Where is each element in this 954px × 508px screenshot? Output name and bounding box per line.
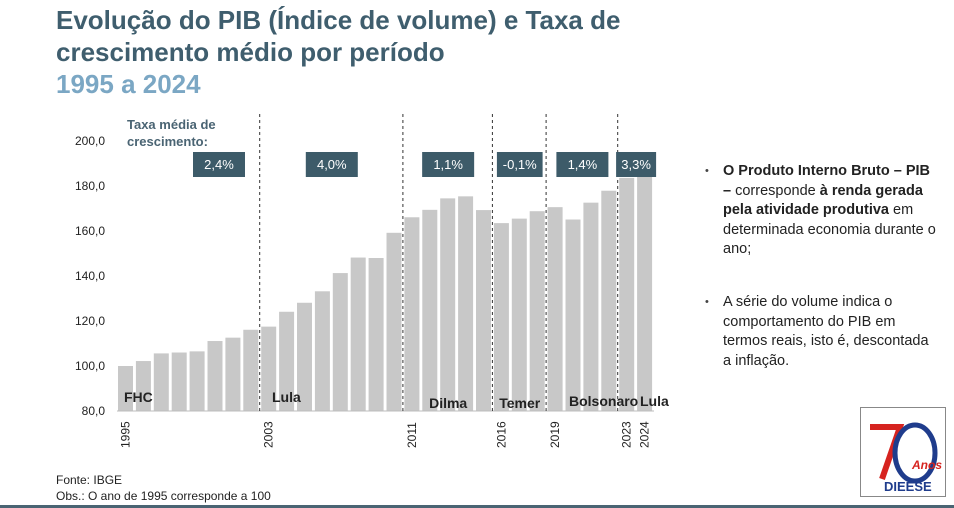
bar-2011 <box>404 217 420 411</box>
period-name: Lula <box>272 389 301 405</box>
rate-heading-line-1: Taxa média de <box>127 117 216 132</box>
bottom-rule <box>0 505 954 508</box>
rate-label: 2,4% <box>204 157 234 172</box>
bar-2015 <box>476 210 491 411</box>
bar-2007 <box>332 273 348 411</box>
bar-2021 <box>583 202 599 411</box>
bar-2009 <box>368 258 384 411</box>
bar-2018 <box>529 211 545 411</box>
chart-subtitle: 1995 a 2024 <box>56 69 201 99</box>
period-name: Bolsonaro <box>569 393 638 409</box>
bar-2016 <box>493 223 509 411</box>
bar-2010 <box>386 232 402 411</box>
y-tick-label: 100,0 <box>75 359 105 373</box>
bar-2003 <box>261 326 277 411</box>
x-tick-label: 1995 <box>119 421 133 448</box>
period-name: Dilma <box>429 395 467 411</box>
logo-zero-ring <box>892 422 938 484</box>
bar-1996 <box>135 361 151 411</box>
panel-item-2: • A série do volume indica o comportamen… <box>705 293 940 371</box>
x-tick-label: 2019 <box>548 421 562 448</box>
panel-item-2-text: A série do volume indica o comportamento… <box>723 294 929 369</box>
x-tick-label: 2016 <box>494 421 508 448</box>
x-tick-label: 2024 <box>638 421 652 448</box>
rate-box <box>496 152 543 177</box>
panel-item-1: • O Produto Interno Bruto – PIB – corres… <box>705 162 940 260</box>
y-tick-label: 160,0 <box>75 224 105 238</box>
bar-2001 <box>225 337 241 411</box>
bar-2000 <box>207 341 223 411</box>
rate-heading-line-2: crescimento: <box>127 134 208 149</box>
bar-1997 <box>153 353 169 411</box>
rate-box <box>305 152 358 177</box>
logo-seven-stroke <box>870 424 905 480</box>
title-line-2: crescimento médio por período <box>56 37 445 67</box>
logo-frame <box>860 407 946 497</box>
panel-item-1-bold-a: O Produto Interno Bruto – PIB – <box>723 163 931 199</box>
x-tick-label: 2011 <box>405 422 419 448</box>
bar-2017 <box>511 218 527 411</box>
y-tick-label: 140,0 <box>75 269 105 283</box>
bar-2002 <box>243 329 259 411</box>
y-tick-label: 120,0 <box>75 314 105 328</box>
rate-box <box>193 152 245 177</box>
bar-1999 <box>189 351 205 411</box>
bar-2019 <box>547 207 563 411</box>
rate-label: 1,4% <box>568 157 598 172</box>
bar-1995 <box>118 366 133 411</box>
y-tick-label: 200,0 <box>75 134 105 148</box>
footer-source: Fonte: IBGE <box>56 473 123 487</box>
logo-anos-text: Anos <box>911 458 942 472</box>
footer-note: Obs.: O ano de 1995 corresponde a 100 <box>56 489 271 503</box>
rate-box <box>556 152 609 177</box>
rate-label: 3,3% <box>621 157 651 172</box>
rate-label: 4,0% <box>317 157 347 172</box>
rate-box <box>422 152 475 177</box>
panel-item-1-normal-a: corresponde <box>731 182 820 199</box>
bar-2004 <box>279 311 295 411</box>
bar-1998 <box>171 352 187 411</box>
panel-item-1-text: O Produto Interno Bruto – PIB – correspo… <box>723 162 940 260</box>
rate-box <box>616 152 657 177</box>
bar-2006 <box>314 291 330 411</box>
bar-2013 <box>440 198 456 411</box>
period-name: FHC <box>124 389 153 405</box>
rate-label: -0,1% <box>503 157 537 172</box>
gdp-bar-chart: 80,0 100,0 120,0 140,0 160,0 180,0 200,0 1995 20… <box>75 114 669 448</box>
chart-title: Evolução do PIB (Índice de volume) e Tax… <box>56 4 696 100</box>
x-tick-label: 2003 <box>262 421 276 448</box>
dieese-logo: Anos DIEESE <box>860 407 946 497</box>
period-name: Temer <box>499 395 541 411</box>
bullet-icon: • <box>705 296 709 308</box>
bar-2022 <box>601 190 617 411</box>
bar-2005 <box>297 302 312 411</box>
panel-item-1-normal-b: em determinada economia durante o ano; <box>723 202 936 257</box>
panel-item-1-bold-b: à renda gerada pela atividade produtiva <box>723 182 923 219</box>
x-tick-label: 2023 <box>620 421 634 448</box>
bar-2014 <box>458 196 474 411</box>
y-tick-label: 80,0 <box>82 404 106 418</box>
logo-org-text: DIEESE <box>884 479 932 494</box>
title-line-1: Evolução do PIB (Índice de volume) e Tax… <box>56 5 621 35</box>
bullet-icon: • <box>705 165 709 177</box>
rate-label: 1,1% <box>433 157 463 172</box>
bar-2012 <box>422 209 438 411</box>
bar-2020 <box>565 219 581 411</box>
bar-2023 <box>619 177 635 411</box>
bar-2024 <box>637 163 653 411</box>
bar-2008 <box>350 257 366 411</box>
y-tick-label: 180,0 <box>75 179 105 193</box>
period-name: Lula <box>640 393 669 409</box>
